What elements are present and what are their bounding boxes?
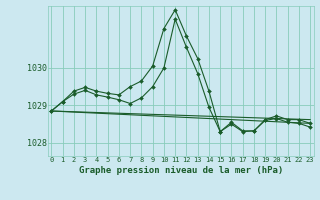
X-axis label: Graphe pression niveau de la mer (hPa): Graphe pression niveau de la mer (hPa): [79, 166, 283, 175]
